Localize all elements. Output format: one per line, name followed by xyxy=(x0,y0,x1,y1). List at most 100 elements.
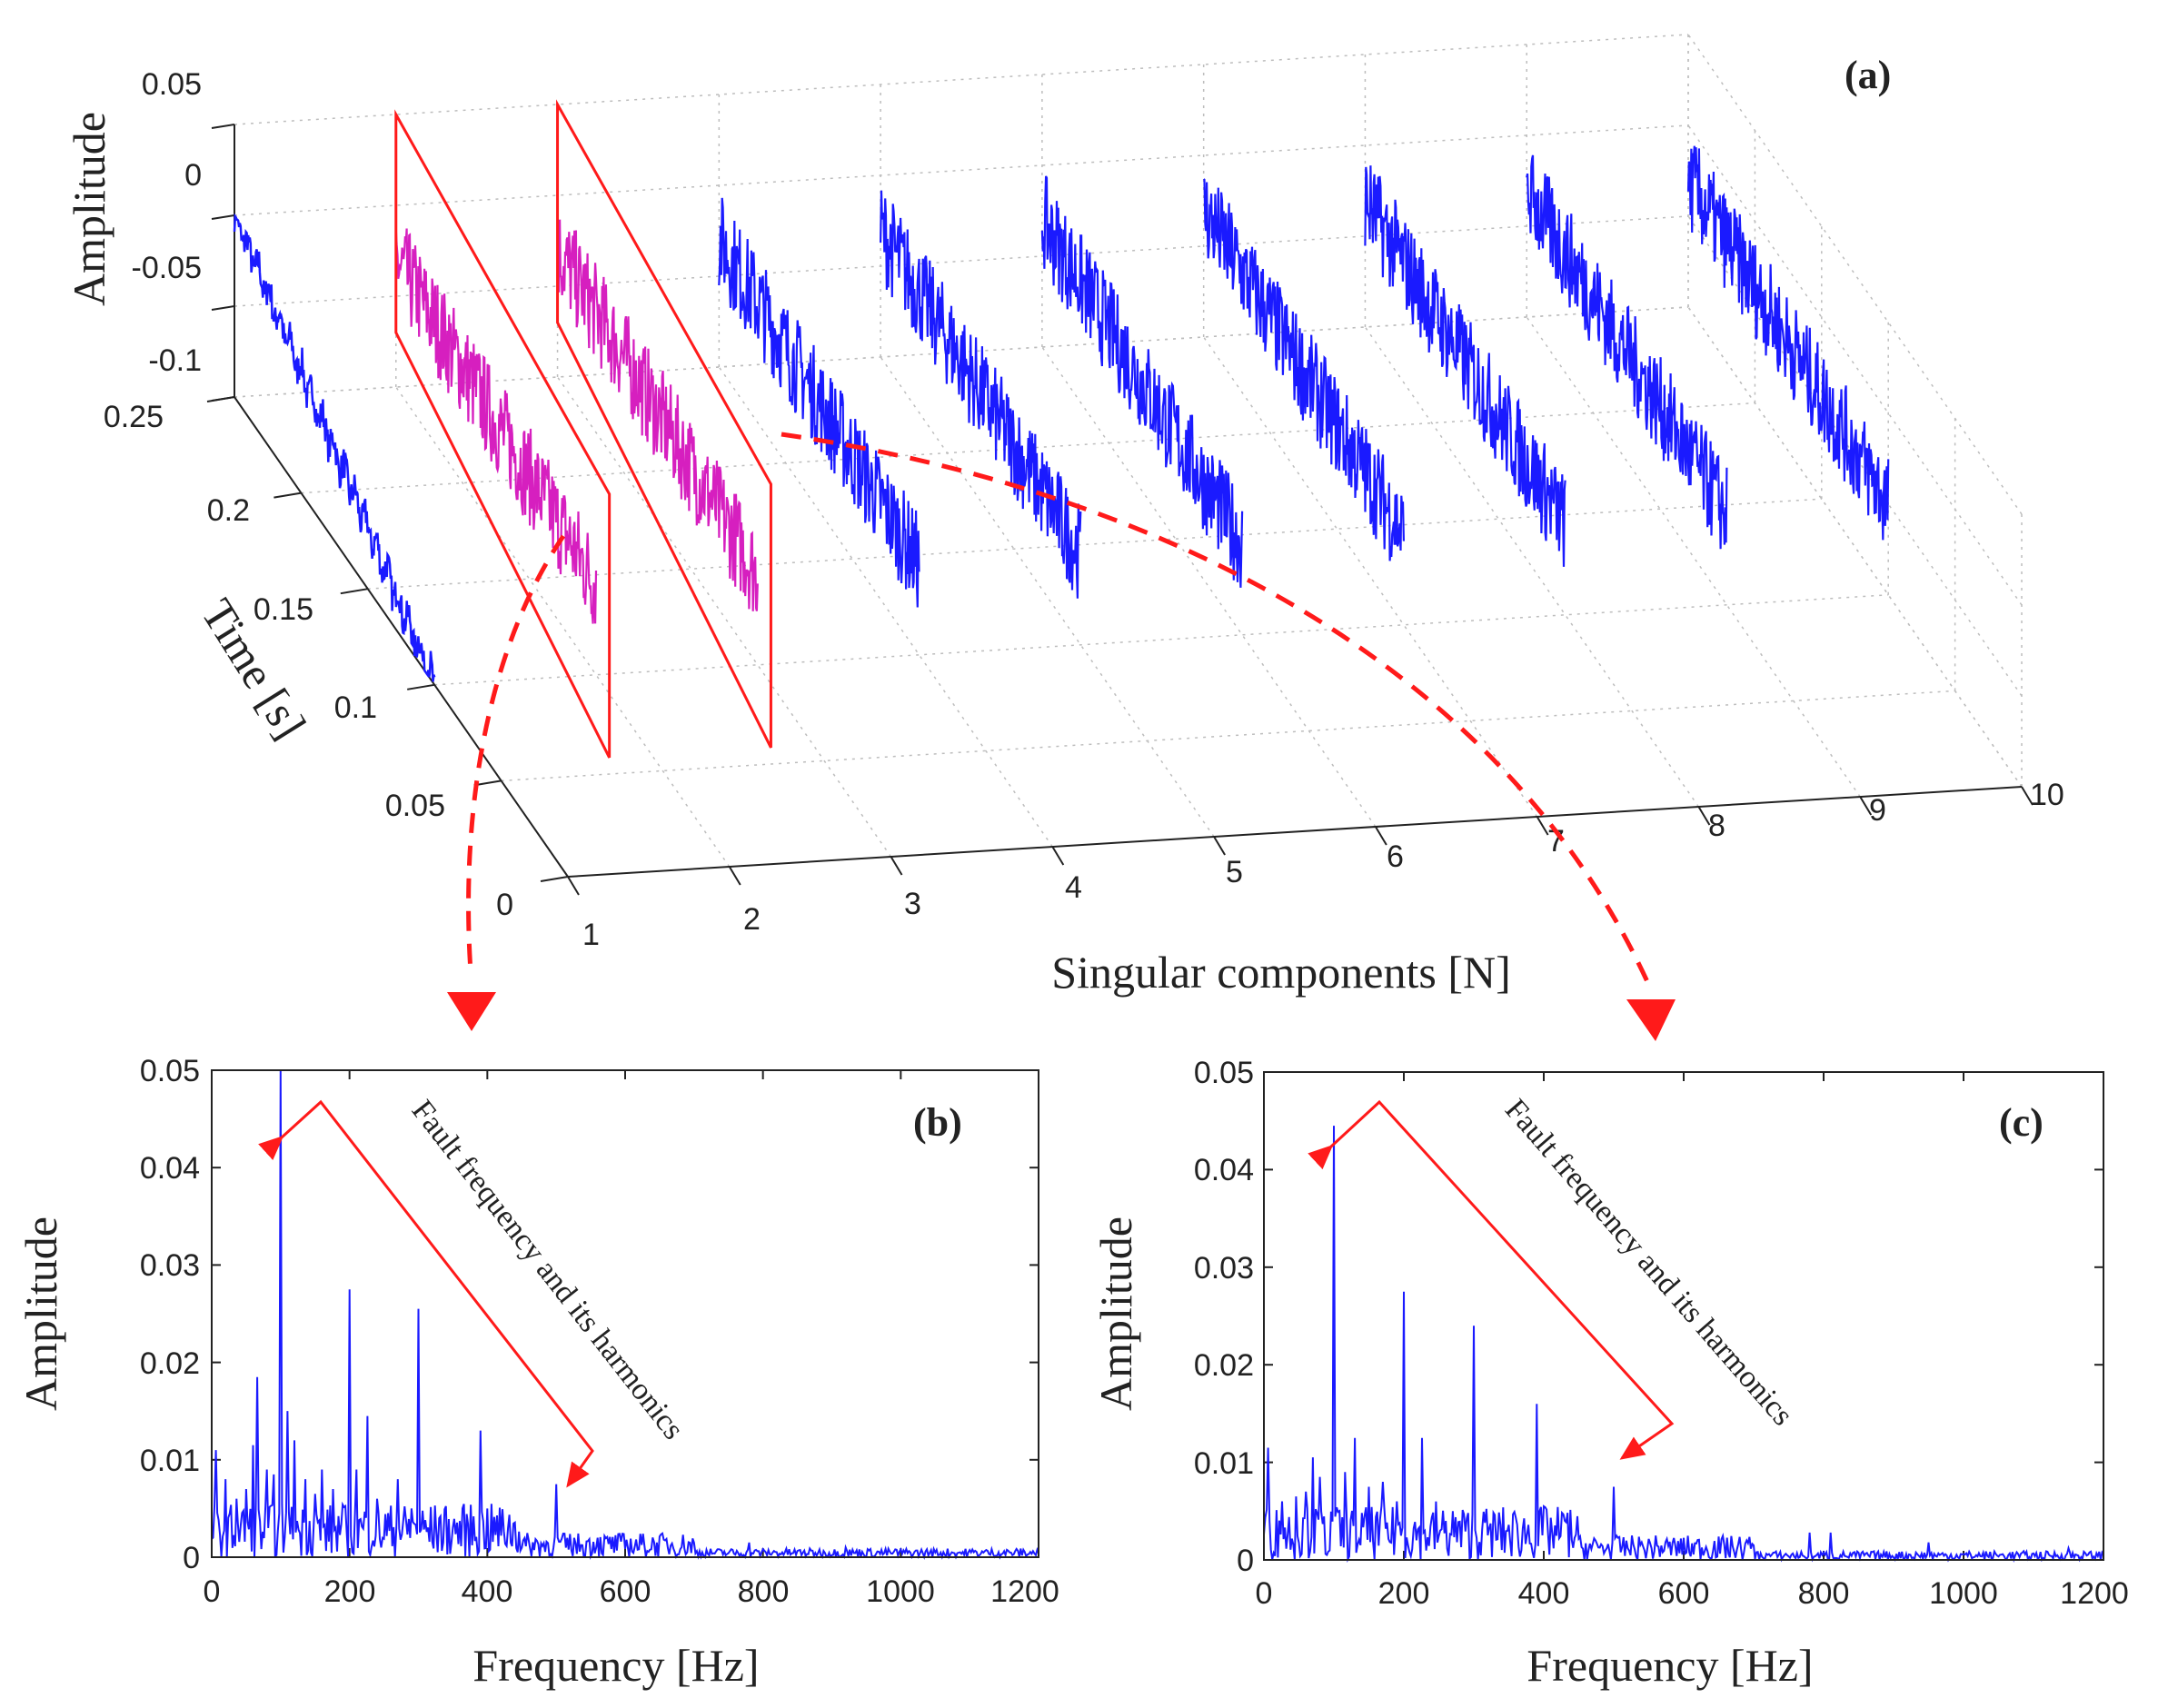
amplitude-tick-mark xyxy=(211,305,235,311)
grid-line xyxy=(434,594,1889,686)
panel-a-x-tick: 9 xyxy=(1869,793,1886,828)
panel-b-x-tick-labels: 0 200 400 600 800 1000 1200 xyxy=(204,1574,1059,1609)
amplitude-tick-mark xyxy=(211,214,235,220)
panel-c-y-tick: 0.03 xyxy=(1194,1251,1254,1286)
connector-arrowhead-b xyxy=(447,992,496,1031)
panel-b-y-tick: 0.01 xyxy=(140,1444,200,1478)
panel-a-x-tick: 8 xyxy=(1708,809,1725,843)
panel-a-z-tick: -0.1 xyxy=(148,343,202,378)
panel-a-label: (a) xyxy=(1845,53,1891,97)
highlight-frame-2 xyxy=(394,109,612,759)
panel-a-time-tick: 0.2 xyxy=(207,493,250,528)
panel-b-x-axis-label: Frequency [Hz] xyxy=(472,1640,759,1691)
panel-c-x-tick: 600 xyxy=(1658,1576,1710,1611)
trace-8 xyxy=(1364,165,1566,567)
x-tick-mark xyxy=(567,876,580,896)
panel-a-time-tick: 0.25 xyxy=(104,400,164,434)
grid-line xyxy=(880,356,1215,838)
grid-line xyxy=(501,690,1955,782)
panel-a-amplitude-tick-labels: -0.1 -0.05 0 0.05 xyxy=(132,67,203,378)
panel-c-y-tick: 0.02 xyxy=(1194,1348,1254,1383)
trace-3 xyxy=(556,219,759,611)
panel-a-time-tick: 0.1 xyxy=(334,690,377,725)
panel-b-plot-frame xyxy=(211,1069,1039,1558)
panel-a-x-tick: 4 xyxy=(1065,870,1082,905)
panel-b-x-tick: 1000 xyxy=(866,1574,935,1609)
panel-a-x-tick: 1 xyxy=(582,918,600,952)
time-tick-mark xyxy=(340,588,368,595)
x-tick-mark xyxy=(1213,836,1226,856)
grid-line xyxy=(234,124,1689,216)
amplitude-tick-mark xyxy=(211,124,235,129)
x-tick-mark xyxy=(1697,806,1711,826)
panel-b-x-tick: 1200 xyxy=(990,1574,1059,1609)
connector-arrow-to-c xyxy=(781,432,1652,988)
time-tick-mark xyxy=(407,683,435,690)
panel-c-y-tick: 0.04 xyxy=(1194,1153,1254,1187)
panel-a-time-tick-labels: 0 0.05 0.1 0.15 0.2 0.25 xyxy=(104,400,513,922)
panel-c-x-tick: 800 xyxy=(1798,1576,1850,1611)
panel-b-x-tick: 800 xyxy=(738,1574,790,1609)
x-tick-mark xyxy=(1536,816,1549,836)
panel-c-spectrum-line xyxy=(1263,1126,2104,1564)
x-tick-mark xyxy=(728,866,741,886)
panel-a-axes xyxy=(206,124,2034,896)
x-tick-mark xyxy=(2021,786,2034,806)
panel-a-grid xyxy=(234,34,2023,878)
amplitude-tick-mark xyxy=(211,396,235,402)
time-axis-line xyxy=(234,396,569,878)
trace-4 xyxy=(718,197,920,608)
panel-c-label: (c) xyxy=(1999,1100,2044,1145)
panel-c-y-tick: 0 xyxy=(1237,1544,1254,1578)
grid-line xyxy=(367,498,1822,590)
panel-a-time-tick: 0.05 xyxy=(385,789,445,823)
panel-b-y-tick: 0.03 xyxy=(140,1248,200,1283)
panel-c-x-axis-label: Frequency [Hz] xyxy=(1527,1640,1813,1691)
panel-c-plot-frame xyxy=(1263,1071,2104,1561)
panel-a-time-tick: 0.15 xyxy=(254,592,313,627)
panel-c-spectrum: 0 200 400 600 800 1000 1200 0 0.01 0.02 … xyxy=(1090,1056,2129,1691)
x-tick-mark xyxy=(1051,846,1065,866)
panel-a-z-tick: 0 xyxy=(184,158,202,193)
time-tick-mark xyxy=(273,492,302,499)
panel-c-x-tick: 200 xyxy=(1378,1576,1430,1611)
panel-b-y-tick: 0.02 xyxy=(140,1346,200,1381)
panel-b-y-tick: 0 xyxy=(183,1541,200,1575)
panel-c-y-tick-labels: 0 0.01 0.02 0.03 0.04 0.05 xyxy=(1194,1056,1254,1578)
panel-b-y-axis-label: Amplitude xyxy=(15,1216,66,1411)
panel-a-x-tick: 10 xyxy=(2030,778,2064,812)
x-axis-line xyxy=(567,786,2023,878)
panel-b-x-tick: 400 xyxy=(462,1574,513,1609)
panel-c-x-tick-labels: 0 200 400 600 800 1000 1200 xyxy=(1256,1576,2129,1611)
panel-b-annotation-bracket xyxy=(258,1099,594,1488)
panel-c-x-tick: 400 xyxy=(1518,1576,1570,1611)
trace-9 xyxy=(1526,154,1728,550)
grid-line xyxy=(234,34,1689,125)
panel-c-x-tick: 1200 xyxy=(2060,1576,2129,1611)
panel-b-y-tick: 0.05 xyxy=(140,1054,200,1088)
x-tick-mark xyxy=(1375,826,1387,846)
panel-a-traces xyxy=(233,145,1890,682)
panel-b-y-tick-labels: 0 0.01 0.02 0.03 0.04 0.05 xyxy=(140,1054,200,1575)
grid-line xyxy=(1687,306,2023,788)
panel-c-y-tick: 0.05 xyxy=(1194,1056,1254,1090)
panel-c-annotation: Fault frequency and its harmonics xyxy=(1498,1093,1799,1432)
panel-b-y-tick: 0.04 xyxy=(140,1151,200,1186)
panel-a-z-tick: 0.05 xyxy=(142,67,202,102)
connector-arrow-to-b xyxy=(466,534,566,973)
panel-c-x-tick: 0 xyxy=(1256,1576,1273,1611)
panel-b-x-tick: 200 xyxy=(324,1574,376,1609)
trace-6 xyxy=(1040,175,1244,588)
panel-a-3d-plot: 1 2 3 4 5 6 7 8 9 10 0 0.05 0.1 0.15 0.2… xyxy=(64,34,2064,998)
panel-a-highlight-frames xyxy=(394,99,772,759)
panel-a-x-tick: 7 xyxy=(1547,824,1565,859)
panel-a-z-tick: -0.05 xyxy=(132,251,203,285)
panel-a-x-tick: 6 xyxy=(1387,839,1404,874)
panel-a-amplitude-label: Amplitude xyxy=(64,112,114,306)
time-tick-mark xyxy=(540,876,569,882)
trace-10 xyxy=(1686,145,1890,541)
highlight-frame-3 xyxy=(556,99,772,749)
panel-b-x-tick: 0 xyxy=(204,1574,221,1609)
panel-c-annotation-bracket xyxy=(1308,1099,1675,1460)
trace-2 xyxy=(394,228,598,624)
